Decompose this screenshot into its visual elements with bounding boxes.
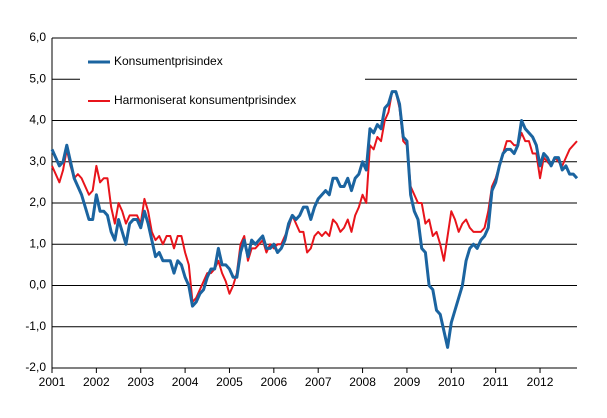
x-tick-label: 2011	[483, 375, 509, 389]
y-tick-label: 5,0	[29, 71, 46, 85]
legend-background	[80, 48, 365, 116]
x-tick-label: 2001	[39, 375, 66, 389]
y-tick-label: -1,0	[25, 319, 46, 333]
y-tick-label: 6,0	[29, 30, 46, 44]
x-tick-label: 2005	[216, 375, 243, 389]
y-tick-label: -2,0	[25, 360, 46, 374]
y-tick-label: 2,0	[29, 195, 46, 209]
series-line	[51, 90, 578, 303]
y-tick-label: 4,0	[29, 113, 46, 127]
x-tick-label: 2002	[83, 375, 110, 389]
series-line	[50, 90, 579, 349]
x-tick-label: 2009	[394, 375, 421, 389]
y-tick-label: 0,0	[29, 278, 46, 292]
y-tick-label: 1,0	[29, 236, 46, 250]
x-tick-label: 2004	[172, 375, 199, 389]
y-tick-label: 3,0	[29, 154, 46, 168]
x-tick-label: 2008	[349, 375, 376, 389]
legend-label: Harmoniserat konsumentprisindex	[114, 93, 296, 107]
legend-label: Konsumentprisindex	[114, 54, 223, 68]
x-tick-label: 2006	[260, 375, 287, 389]
x-tick-label: 2003	[127, 375, 154, 389]
x-tick-label: 2010	[438, 375, 465, 389]
x-tick-label: 2007	[305, 375, 332, 389]
x-tick-label: 2012	[527, 375, 554, 389]
